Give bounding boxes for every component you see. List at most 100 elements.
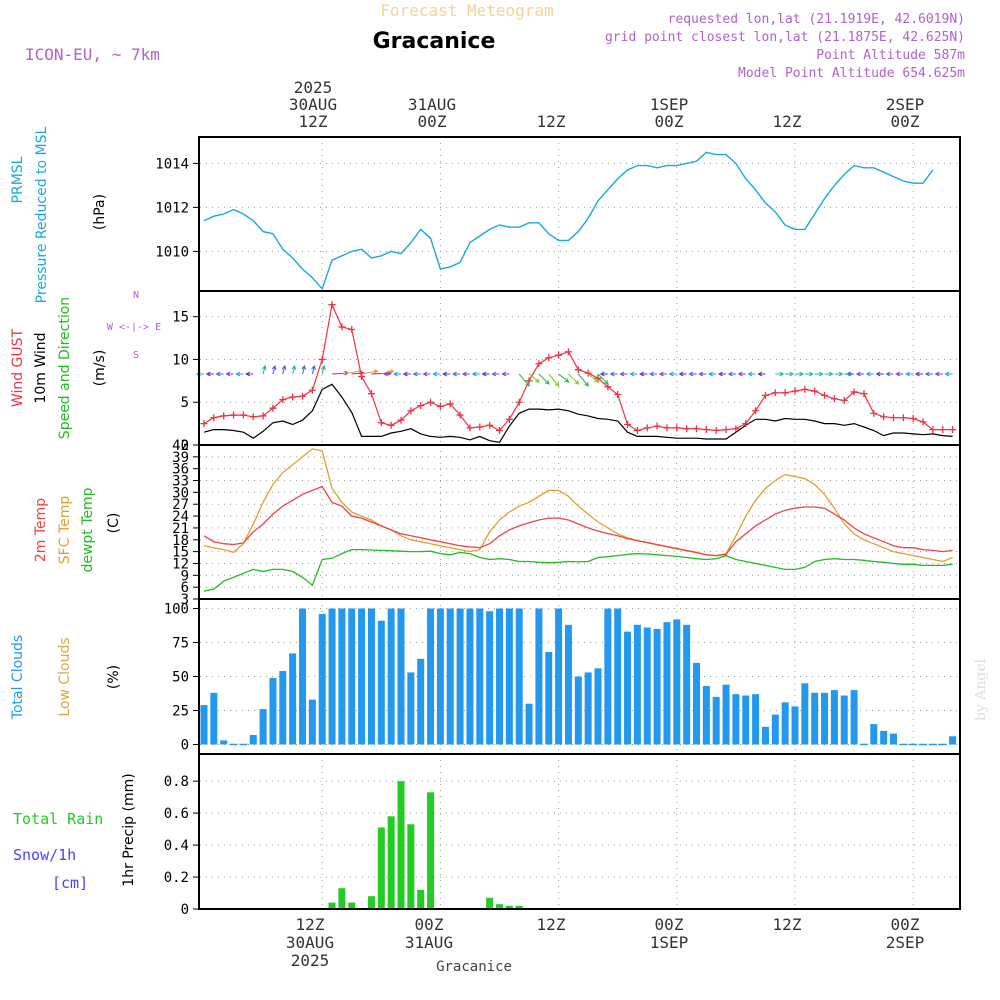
wind-direction-arrow [757, 371, 766, 377]
gust-marker [732, 425, 740, 433]
wind-direction-arrow [737, 371, 746, 377]
gust-marker [663, 424, 671, 432]
wind-direction-arrow [422, 371, 431, 377]
y-tick-label: 5 [181, 395, 189, 411]
t2m-label: 2m Temp [33, 498, 49, 562]
total-cloud-bar [624, 631, 632, 745]
rain-bar [515, 905, 523, 909]
y-tick-label: 100 [164, 602, 189, 618]
wind-direction-arrow [885, 371, 894, 377]
bottom-time-label: 1SEP [650, 933, 689, 952]
top-time-axis: 2025 30AUG 12Z 31AUG 00Z 12Z 1SEP 00Z 12… [289, 78, 924, 131]
total-cloud-bar [496, 608, 503, 745]
gust-marker [328, 301, 336, 309]
total-cloud-bar [328, 608, 336, 745]
gust-marker [633, 426, 641, 434]
gust-marker [555, 351, 563, 359]
wind-direction-arrow [361, 369, 379, 375]
wind-direction-arrow [775, 371, 785, 377]
wind-direction-arrow [432, 371, 441, 377]
top-time-label: 00Z [891, 112, 920, 131]
gust-marker [279, 396, 287, 404]
bottom-time-label: 30AUG [286, 933, 334, 952]
pres-name1: PRMSL [10, 156, 26, 203]
total-cloud-bar [693, 662, 700, 745]
total-cloud-bar [663, 622, 671, 745]
compass-we: W <-|-> E [107, 322, 161, 333]
total-cloud-bar [210, 692, 218, 745]
cloud-labels: Total Clouds Low Clouds (%) [10, 635, 122, 720]
temp-unit: (C) [106, 513, 122, 534]
y-tick-label: 0.4 [164, 838, 189, 854]
precip-unit: 1hr Precip (mm) [121, 773, 137, 886]
gust-marker [821, 391, 829, 399]
rain-bar [417, 889, 425, 909]
top-time-label: 31AUG [408, 95, 456, 114]
wind-direction-arrow [548, 373, 560, 387]
wind-direction-arrow [281, 364, 287, 375]
gust-marker [338, 323, 346, 331]
wind-direction-arrow [392, 371, 401, 377]
total-cloud-bar [702, 686, 710, 745]
wind-direction-arrow [698, 371, 707, 377]
total-cloud-bar [653, 628, 661, 745]
y-tick-label: 42 [172, 438, 189, 454]
y-tick-label: 0 [181, 438, 189, 454]
wind-direction-arrow [597, 373, 609, 385]
total-cloud-bar [643, 627, 651, 745]
station-title: Gracanice [373, 29, 496, 54]
precip-labels: Total Rain Snow/1h [cm] 1hr Precip (mm) [13, 773, 137, 892]
gust-marker [850, 388, 858, 396]
total-cloud-bar [348, 608, 356, 745]
wind-direction-arrow [944, 371, 953, 377]
wind-direction-arrow [321, 364, 326, 375]
gust-marker [239, 411, 247, 419]
rain-bar [486, 897, 494, 909]
wind-direction-arrow [619, 371, 628, 377]
wind-direction-arrow [845, 371, 855, 377]
rain-bar [338, 888, 346, 909]
bottom-time-label: 00Z [891, 915, 920, 934]
sfc-temp-line [203, 448, 953, 563]
rain-bar [328, 902, 336, 909]
total-cloud-label: Total Clouds [10, 635, 26, 720]
bottom-time-label: 2SEP [886, 933, 925, 952]
total-cloud-bar [742, 695, 750, 745]
top-time-label: 1SEP [650, 95, 689, 114]
wind-unit: (m/s) [92, 350, 108, 387]
wind-direction-arrow [501, 371, 510, 377]
wind-direction-arrow [558, 373, 570, 383]
plots-layer: 1010101210140510153691215182124273033363… [155, 137, 959, 918]
wind-direction-arrow [538, 373, 550, 385]
requested-coords: requested lon,lat (21.1919E, 42.6019N) [668, 12, 965, 27]
total-cloud-bar [850, 690, 858, 745]
wind-direction-arrow [875, 371, 884, 377]
gust-marker [929, 426, 937, 434]
total-cloud-bar [436, 608, 444, 745]
wind-direction-arrow [311, 364, 316, 375]
wind-direction-arrow [609, 371, 618, 377]
wind-direction-arrow [412, 371, 421, 377]
gust-marker [407, 407, 415, 415]
total-cloud-bar [269, 677, 277, 745]
wind-direction-arrow [717, 371, 727, 377]
wind10-label: 10m Wind [33, 332, 49, 403]
total-cloud-bar [870, 724, 878, 745]
y-tick-label: 25 [172, 703, 189, 719]
total-cloud-bar [249, 734, 257, 745]
gust-marker [890, 414, 897, 422]
gust-marker [791, 387, 799, 395]
top-title: Forecast Meteogram [380, 1, 553, 20]
y-tick-label: 0.8 [164, 774, 189, 790]
wind-direction-arrow [914, 371, 924, 377]
model-label: ICON-EU, ~ 7km [25, 45, 160, 64]
gust-marker [683, 425, 691, 433]
low-cloud-label: Low Clouds [57, 637, 73, 716]
gust-marker [899, 414, 907, 422]
wind-labels: Wind GUST 10m Wind Speed and Direction (… [10, 290, 161, 439]
rain-bar [387, 816, 395, 909]
bottom-time-label: 12Z [296, 915, 325, 934]
total-cloud-bar [476, 608, 484, 745]
rain-bar [407, 824, 415, 909]
gust-marker [949, 426, 957, 434]
